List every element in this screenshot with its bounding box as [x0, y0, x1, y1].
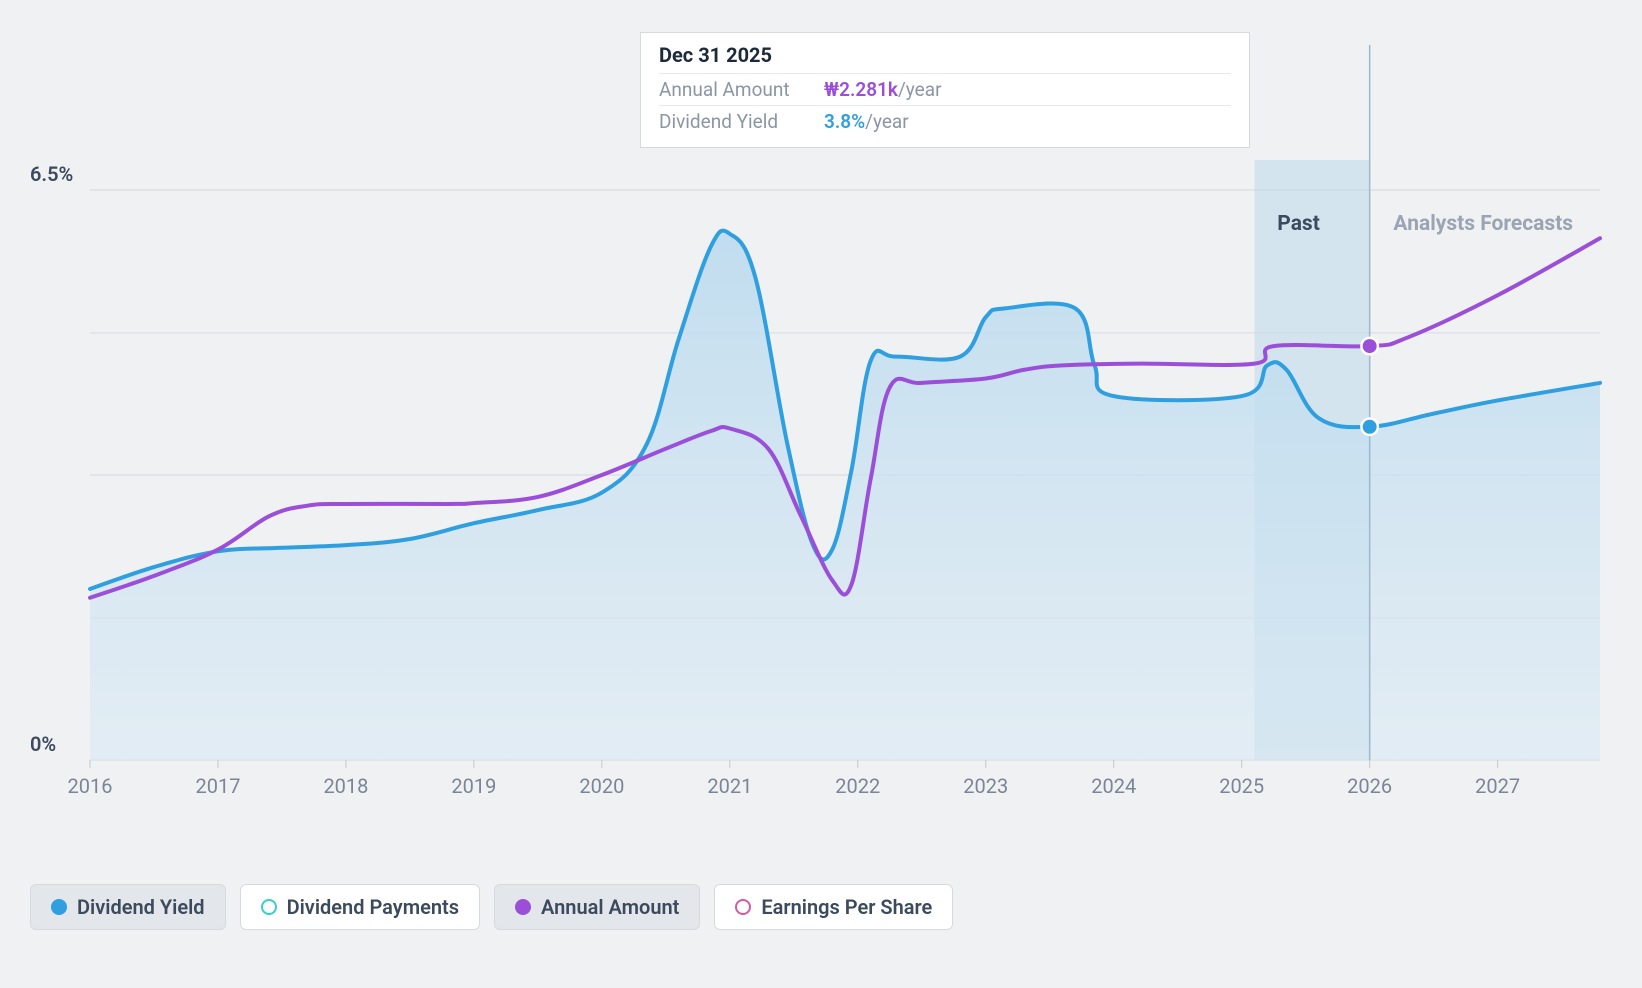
- legend-swatch-icon: [261, 899, 277, 915]
- y-axis-label: 0%: [30, 732, 56, 756]
- x-axis-label: 2016: [68, 774, 113, 798]
- tooltip-row-value: 3.8%/year: [824, 110, 909, 133]
- annual-amount-marker: [1363, 339, 1377, 353]
- legend-swatch-icon: [735, 899, 751, 915]
- legend-swatch-icon: [51, 899, 67, 915]
- x-axis-label: 2020: [579, 774, 624, 798]
- chart-container: [30, 20, 1612, 890]
- legend-item-dividend-yield[interactable]: Dividend Yield: [30, 884, 226, 930]
- tooltip-row: Annual Amount₩2.281k/year: [659, 73, 1231, 105]
- legend-item-annual-amount[interactable]: Annual Amount: [494, 884, 700, 930]
- x-axis-label: 2018: [323, 774, 368, 798]
- tooltip-date: Dec 31 2025: [659, 43, 1231, 73]
- tooltip-row-label: Annual Amount: [659, 78, 824, 101]
- x-axis-label: 2024: [1091, 774, 1136, 798]
- chart-legend: Dividend Yield Dividend Payments Annual Am…: [30, 884, 953, 930]
- x-axis-label: 2022: [835, 774, 880, 798]
- x-axis-label: 2019: [451, 774, 496, 798]
- y-axis-label: 6.5%: [30, 162, 73, 186]
- forecast-label: Analysts Forecasts: [1393, 212, 1573, 236]
- past-label: Past: [1277, 212, 1320, 236]
- legend-item-dividend-payments[interactable]: Dividend Payments: [240, 884, 480, 930]
- dividend-yield-marker: [1363, 420, 1377, 434]
- legend-swatch-icon: [515, 899, 531, 915]
- legend-label: Earnings Per Share: [761, 895, 932, 919]
- x-axis-label: 2021: [707, 774, 752, 798]
- legend-label: Dividend Payments: [287, 895, 459, 919]
- legend-item-earnings-per-share[interactable]: Earnings Per Share: [714, 884, 953, 930]
- chart-tooltip: Dec 31 2025 Annual Amount₩2.281k/yearDiv…: [640, 32, 1250, 148]
- legend-label: Dividend Yield: [77, 895, 205, 919]
- x-axis-label: 2023: [963, 774, 1008, 798]
- x-axis-label: 2026: [1347, 774, 1392, 798]
- x-axis-label: 2027: [1475, 774, 1520, 798]
- tooltip-row-label: Dividend Yield: [659, 110, 824, 133]
- tooltip-row-value: ₩2.281k/year: [824, 78, 942, 101]
- tooltip-row: Dividend Yield3.8%/year: [659, 105, 1231, 137]
- legend-label: Annual Amount: [541, 895, 679, 919]
- x-axis-label: 2025: [1219, 774, 1264, 798]
- x-axis-label: 2017: [195, 774, 240, 798]
